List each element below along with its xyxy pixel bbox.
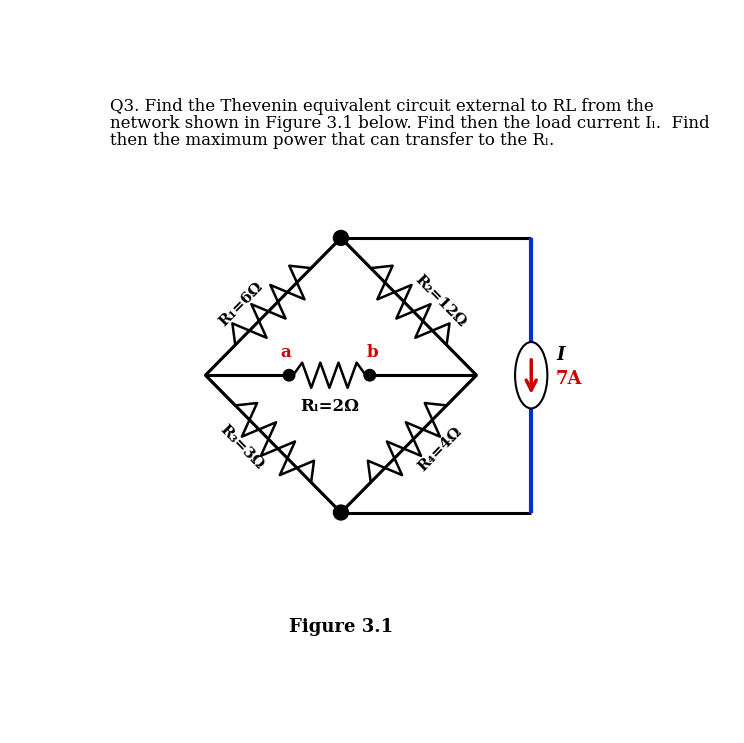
Circle shape (283, 369, 295, 381)
Text: b: b (367, 344, 379, 361)
Text: R₃=3Ω: R₃=3Ω (217, 422, 266, 472)
Text: Rₗ=2Ω: Rₗ=2Ω (300, 398, 359, 415)
Text: R₁=6Ω: R₁=6Ω (217, 279, 266, 328)
Text: a: a (280, 344, 292, 361)
Circle shape (364, 369, 376, 381)
Text: Q3. Find the Thevenin equivalent circuit external to RL from the: Q3. Find the Thevenin equivalent circuit… (110, 98, 654, 114)
Text: then the maximum power that can transfer to the Rₗ.: then the maximum power that can transfer… (110, 132, 554, 149)
Text: network shown in Figure 3.1 below. Find then the load current Iₗ.  Find: network shown in Figure 3.1 below. Find … (110, 115, 710, 132)
Text: I: I (556, 346, 565, 364)
Text: R₄=4Ω: R₄=4Ω (416, 425, 465, 475)
Circle shape (333, 230, 348, 245)
Text: R₂=12Ω: R₂=12Ω (412, 272, 469, 329)
Text: Figure 3.1: Figure 3.1 (289, 618, 393, 636)
Circle shape (333, 505, 348, 520)
Ellipse shape (515, 342, 548, 409)
Text: 7A: 7A (556, 369, 583, 388)
